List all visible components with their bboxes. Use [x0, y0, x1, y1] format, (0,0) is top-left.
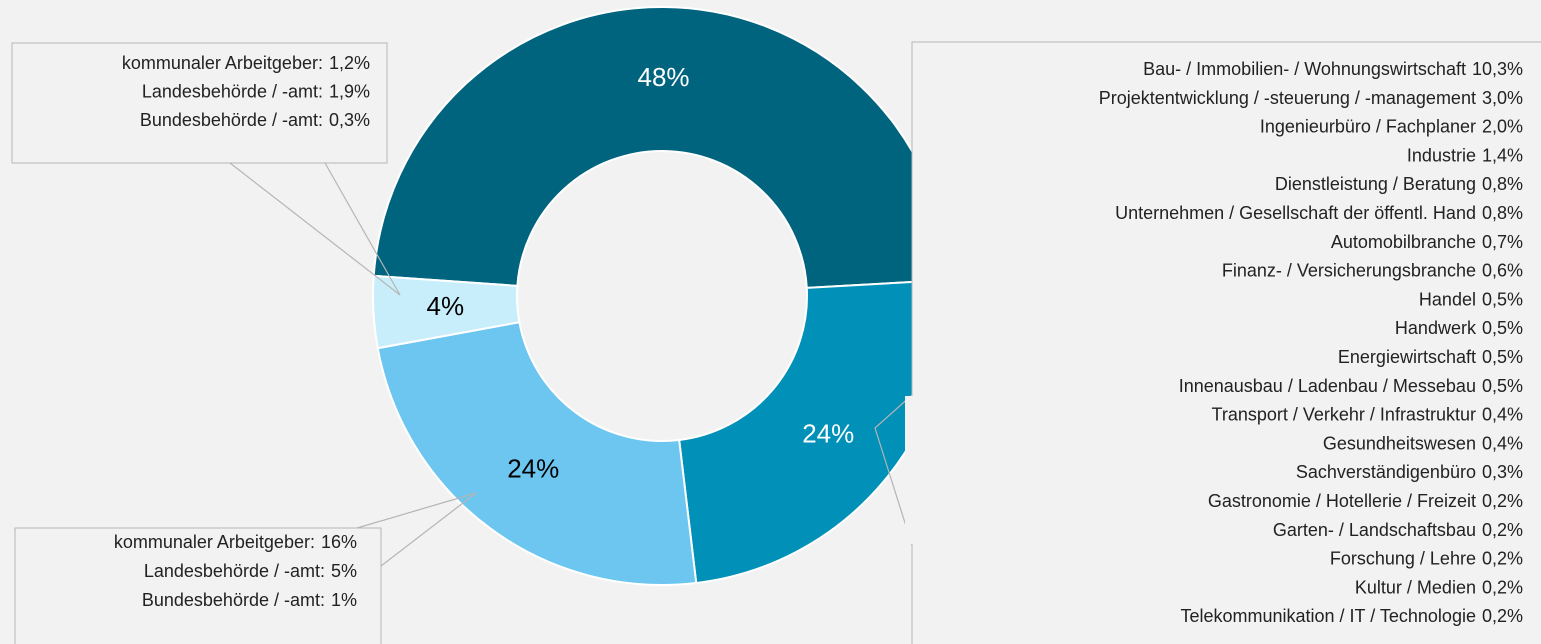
donut-segment — [372, 6, 952, 289]
annotation-label: kommunaler Arbeitgeber: — [122, 53, 323, 73]
annotation-value: 0,4% — [1482, 404, 1523, 424]
annotation-value: 1,9% — [329, 81, 370, 101]
annotation-row: Ingenieurbüro / Fachplaner 2,0% — [1260, 116, 1523, 136]
annotation-row: Bau- / Immobilien- / Wohnungswirtschaft 1… — [1143, 59, 1523, 79]
callout-box — [911, 41, 1541, 644]
annotation-value: 0,2% — [1482, 606, 1523, 626]
annotation-row: Bundesbehörde / -amt: 1% — [142, 590, 357, 610]
data-label: 48% — [637, 62, 689, 92]
annotation-value: 0,5% — [1482, 347, 1523, 367]
annotation-value: 1,2% — [329, 53, 370, 73]
annotation-value: 1% — [331, 590, 357, 610]
donut: 48% 24% 24% 4% — [372, 6, 952, 586]
callout-box — [14, 527, 382, 644]
annotation-label: Bundesbehörde / -amt: — [140, 110, 323, 130]
annotation-label: Gesundheitswesen — [1323, 433, 1476, 453]
annotation-label: Telekommunikation / IT / Technologie — [1180, 606, 1476, 626]
donut-segment — [376, 321, 698, 586]
annotation-value: 5% — [331, 561, 357, 581]
annotation-value: 0,2% — [1482, 491, 1523, 511]
annotation-row: Landesbehörde / -amt: 1,9% — [142, 81, 370, 101]
annotation-label: Projektentwicklung / -steuerung / -manag… — [1099, 88, 1476, 108]
annotation-value: 0,8% — [1482, 174, 1523, 194]
annotation-row: Gesundheitswesen 0,4% — [1323, 433, 1523, 453]
annotation-label: Finanz- / Versicherungsbranche — [1222, 260, 1476, 280]
annotation-row: Sachverständigenbüro 0,3% — [1296, 462, 1523, 482]
callout-pointer — [874, 394, 913, 546]
annotation-row: Landesbehörde / -amt: 5% — [144, 561, 357, 581]
annotation-label: Unternehmen / Gesellschaft der öffentl. … — [1115, 203, 1476, 223]
annotation-value: 0,5% — [1482, 376, 1523, 396]
annotation-label: Industrie — [1407, 145, 1476, 165]
annotation-label: Innenausbau / Ladenbau / Messebau — [1179, 376, 1476, 396]
callout-pointer — [229, 162, 401, 296]
annotation-row: Dienstleistung / Beratung 0,8% — [1275, 174, 1523, 194]
annotation-value: 0,2% — [1482, 577, 1523, 597]
annotation-row: Innenausbau / Ladenbau / Messebau 0,5% — [1179, 376, 1523, 396]
donut-segment — [372, 274, 521, 350]
annotation-value: 16% — [321, 532, 357, 552]
annotation-row: Bundesbehörde / -amt: 0,3% — [140, 110, 370, 130]
annotation-label: Handel — [1419, 289, 1476, 309]
annotation-row: Forschung / Lehre 0,2% — [1330, 548, 1523, 568]
annotation-label: kommunaler Arbeitgeber: — [114, 532, 315, 552]
annotation-value: 0,2% — [1482, 520, 1523, 540]
annotation-label: Gastronomie / Hotellerie / Freizeit — [1208, 491, 1476, 511]
annotation-value: 1,4% — [1482, 145, 1523, 165]
annotation-value: 3,0% — [1482, 88, 1523, 108]
annotation-row: Energiewirtschaft 0,5% — [1338, 347, 1523, 367]
annotation-row: Transport / Verkehr / Infrastruktur 0,4% — [1212, 404, 1523, 424]
annotation-row: kommunaler Arbeitgeber: 1,2% — [122, 53, 370, 73]
annotation-value: 0,7% — [1482, 232, 1523, 252]
annotation-label: Landesbehörde / -amt: — [142, 81, 323, 101]
annotation-value: 0,2% — [1482, 548, 1523, 568]
annotation-row: Garten- / Landschaftsbau 0,2% — [1273, 520, 1523, 540]
annotation-label: Sachverständigenbüro — [1296, 462, 1476, 482]
annotation-value: 0,5% — [1482, 318, 1523, 338]
annotation-row: Automobilbranche 0,7% — [1331, 232, 1523, 252]
annotation-label: Garten- / Landschaftsbau — [1273, 520, 1476, 540]
annotation-label: Dienstleistung / Beratung — [1275, 174, 1476, 194]
annotation-row: Industrie 1,4% — [1407, 145, 1523, 165]
annotation-value: 0,4% — [1482, 433, 1523, 453]
annotation-value: 0,3% — [1482, 462, 1523, 482]
annotation-label: Automobilbranche — [1331, 232, 1476, 252]
annotation-label: Bau- / Immobilien- / Wohnungswirtschaft — [1143, 59, 1466, 79]
annotation-value: 0,3% — [329, 110, 370, 130]
annotation-row: Finanz- / Versicherungsbranche 0,6% — [1222, 260, 1523, 280]
annotation-row: Handel 0,5% — [1419, 289, 1523, 309]
data-label: 24% — [507, 454, 559, 484]
annotation-label: Bundesbehörde / -amt: — [142, 590, 325, 610]
annotation-label: Transport / Verkehr / Infrastruktur — [1212, 404, 1476, 424]
data-label: 24% — [802, 418, 854, 448]
annotation-value: 10,3% — [1472, 59, 1523, 79]
annotation-row: kommunaler Arbeitgeber: 16% — [114, 532, 357, 552]
annotation-value: 0,6% — [1482, 260, 1523, 280]
annotation-row: Gastronomie / Hotellerie / Freizeit 0,2% — [1208, 491, 1523, 511]
annotation-value: 0,5% — [1482, 289, 1523, 309]
annotation-row: Unternehmen / Gesellschaft der öffentl. … — [1115, 203, 1523, 223]
annotation-label: Handwerk — [1395, 318, 1477, 338]
annotation-value: 0,8% — [1482, 203, 1523, 223]
annotation-label: Kultur / Medien — [1355, 577, 1476, 597]
annotation-row: Handwerk 0,5% — [1395, 318, 1523, 338]
annotation-row: Projektentwicklung / -steuerung / -manag… — [1099, 88, 1523, 108]
annotation-row: Telekommunikation / IT / Technologie 0,2% — [1180, 606, 1523, 626]
callout-pointer — [356, 492, 477, 567]
annotation-label: Landesbehörde / -amt: — [144, 561, 325, 581]
annotation-row: Kultur / Medien 0,2% — [1355, 577, 1523, 597]
annotation-label: Forschung / Lehre — [1330, 548, 1476, 568]
annotation-value: 2,0% — [1482, 116, 1523, 136]
annotation-label: Energiewirtschaft — [1338, 347, 1476, 367]
annotation-label: Ingenieurbüro / Fachplaner — [1260, 116, 1476, 136]
callout-gap — [905, 396, 919, 544]
callout-box — [11, 42, 388, 164]
data-label: 4% — [427, 291, 465, 321]
